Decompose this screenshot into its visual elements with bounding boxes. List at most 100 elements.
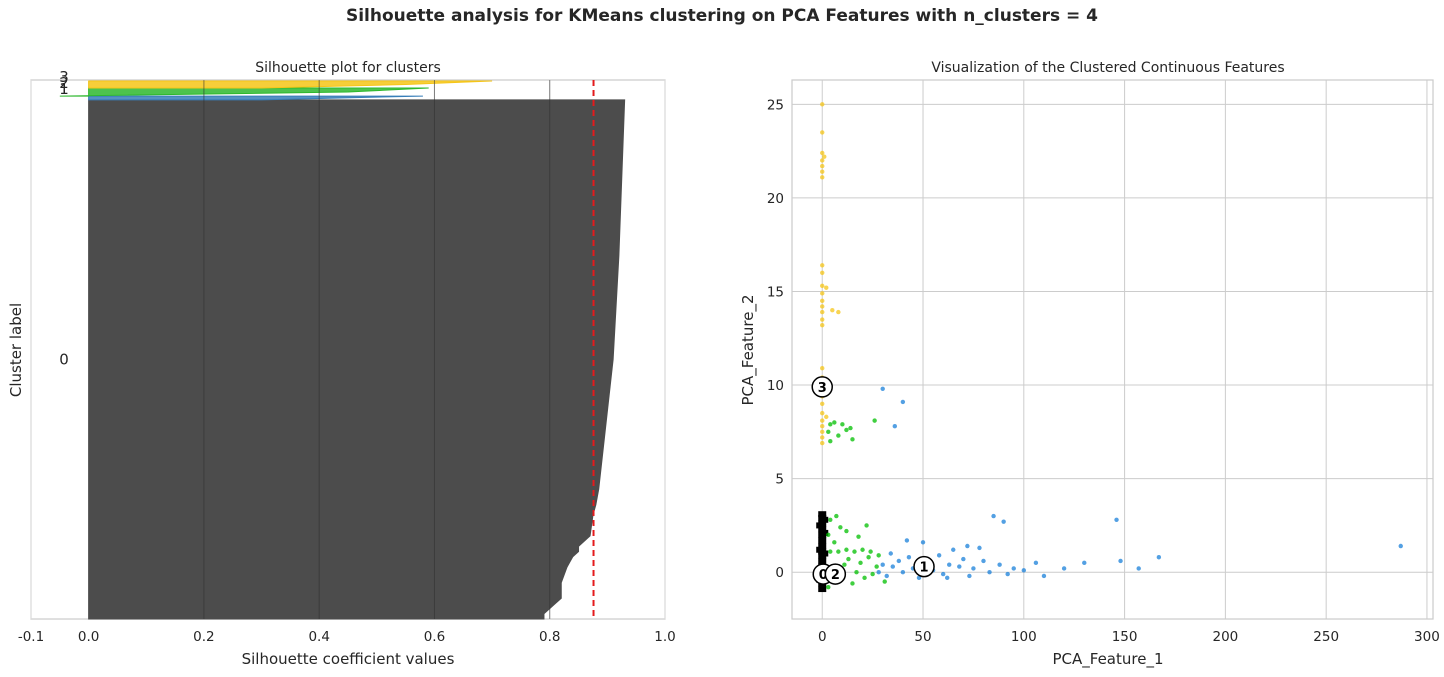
scatter-y-tick-label: 0 — [775, 565, 784, 581]
scatter-point — [1033, 560, 1039, 566]
scatter-y-tick-label: 5 — [775, 472, 784, 488]
cluster-center-label: 1 — [920, 561, 929, 576]
scatter-point — [820, 175, 825, 180]
scatter-point — [818, 526, 827, 533]
scatter-point — [832, 540, 837, 545]
silhouette-band-cluster-3 — [88, 80, 493, 89]
scatter-point — [981, 558, 986, 564]
scatter-point — [820, 529, 829, 536]
silhouette-gridlines-overlay — [203, 80, 551, 619]
scatter-point — [820, 270, 825, 275]
scatter-point — [870, 571, 875, 577]
scatter-x-tick-label: 200 — [1212, 629, 1238, 645]
scatter-point — [820, 317, 825, 322]
scatter-point — [854, 570, 859, 575]
scatter-point — [826, 584, 831, 590]
scatter-point — [816, 522, 825, 529]
scatter-point — [900, 399, 906, 405]
scatter-x-tick-label: 250 — [1313, 629, 1339, 645]
silhouette-bands — [59, 80, 626, 620]
scatter-point — [820, 263, 825, 268]
scatter-point — [820, 366, 825, 371]
scatter-y-tick-label: 20 — [767, 191, 784, 207]
scatter-point — [900, 570, 906, 575]
scatter-point — [826, 532, 831, 537]
scatter-point — [862, 575, 867, 581]
silhouette-x-axis-label: Silhouette coefficient values — [242, 650, 455, 668]
scatter-point — [947, 562, 952, 567]
silhouette-band-cluster-1 — [88, 95, 423, 101]
scatter-point — [866, 555, 871, 560]
scatter-point — [860, 547, 865, 552]
cluster-labels: 0 123 — [59, 68, 69, 368]
scatter-point — [818, 537, 827, 544]
scatter-point — [880, 562, 885, 567]
silhouette-band-cluster-2 — [59, 87, 429, 97]
scatter-point — [820, 424, 825, 429]
scatter-point — [991, 513, 996, 519]
silhouette-x-tick-label: 0.2 — [193, 629, 214, 645]
scatter-point — [1041, 573, 1047, 579]
silhouette-axes: 0 123 -0.1 0.0 0.2 0.4 0.6 0.8 1.0 Silhouette p… — [7, 60, 676, 668]
cluster-label-2: 2 — [59, 74, 69, 92]
silhouette-band-cluster-0 — [88, 99, 626, 620]
scatter-axes-frame — [791, 79, 1434, 620]
scatter-point — [850, 437, 855, 442]
scatter-point — [896, 558, 902, 564]
scatter-point — [824, 414, 829, 420]
scatter-point — [1061, 566, 1067, 571]
scatter-y-axis-label: PCA_Feature_2 — [739, 294, 758, 405]
scatter-point — [858, 560, 863, 566]
cluster-label-0: 0 — [59, 350, 69, 368]
scatter-point — [836, 309, 841, 315]
silhouette-x-tick-labels: -0.1 0.0 0.2 0.4 0.6 0.8 1.0 — [18, 629, 676, 645]
scatter-title: Visualization of the Clustered Continuou… — [931, 60, 1284, 76]
scatter-point — [1118, 558, 1123, 564]
scatter-point — [828, 422, 833, 427]
scatter-point — [828, 549, 833, 554]
scatter-point — [1114, 517, 1119, 523]
scatter-point — [864, 523, 869, 528]
scatter-point — [876, 570, 881, 575]
scatter-point — [1021, 568, 1027, 573]
scatter-point — [818, 511, 827, 518]
scatter-point — [820, 516, 829, 523]
scatter-point — [882, 579, 887, 584]
scatter-point — [820, 169, 825, 174]
scatter-point — [820, 418, 825, 423]
scatter-point — [997, 562, 1002, 567]
scatter-point — [852, 549, 857, 554]
scatter-point — [818, 557, 827, 564]
scatter-point — [951, 547, 956, 552]
scatter-points — [816, 102, 1403, 593]
scatter-point — [830, 307, 835, 313]
scatter-point — [816, 546, 825, 553]
scatter-point — [838, 525, 843, 530]
scatter-point — [940, 571, 946, 577]
scatter-point — [1156, 555, 1162, 560]
scatter-point — [977, 545, 982, 551]
scatter-point — [832, 420, 837, 425]
scatter-point — [888, 551, 893, 556]
cluster-label-3: 3 — [59, 68, 69, 86]
scatter-point — [820, 429, 825, 435]
scatter-point — [916, 575, 922, 581]
cluster-label-1: 1 — [59, 80, 69, 98]
scatter-point — [844, 427, 849, 433]
cluster-centers: 0 1 2 3 — [811, 376, 935, 585]
scatter-point — [936, 553, 942, 558]
scatter-point — [828, 439, 833, 444]
scatter-point — [820, 435, 825, 440]
silhouette-x-tick-label: 0.8 — [539, 629, 560, 645]
scatter-point — [965, 543, 970, 549]
scatter-point — [844, 528, 849, 534]
scatter-point — [876, 553, 881, 558]
scatter-x-tick-label: 0 — [818, 629, 827, 645]
scatter-x-tick-label: 50 — [914, 629, 931, 645]
scatter-point — [820, 291, 825, 296]
scatter-point — [820, 150, 825, 156]
scatter-point — [1011, 566, 1016, 571]
cluster-center-marker — [913, 555, 935, 578]
scatter-point — [850, 581, 855, 586]
